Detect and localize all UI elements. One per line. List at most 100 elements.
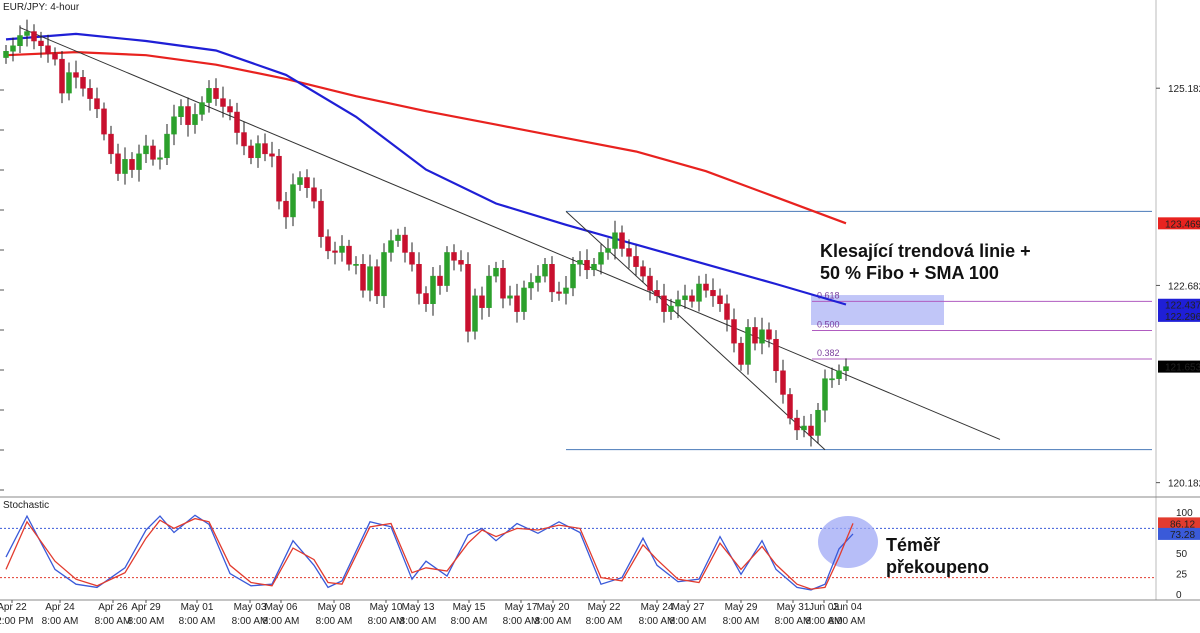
candle-bearish xyxy=(423,293,429,304)
stoch-tick-label: 25 xyxy=(1176,570,1188,581)
candle-bearish xyxy=(262,143,268,155)
candle-bearish xyxy=(773,338,779,372)
candle-bullish xyxy=(395,234,401,241)
price-badge-label: 122.296 xyxy=(1165,312,1200,323)
stoch-badge-label: 73.28 xyxy=(1170,530,1195,541)
candle-bearish xyxy=(94,98,100,110)
candle-bullish xyxy=(472,295,478,332)
candle-bearish xyxy=(556,291,562,294)
candle-bearish xyxy=(514,295,520,312)
price-tick-label: 125.182 xyxy=(1168,84,1200,95)
candle-bearish xyxy=(108,133,114,155)
candle-bullish xyxy=(563,287,569,294)
candle-bullish xyxy=(199,102,205,115)
x-time-label: 8:00 AM xyxy=(639,616,676,627)
candle-bearish xyxy=(241,132,247,147)
candle-bullish xyxy=(822,378,828,411)
stoch-tick-label: 50 xyxy=(1176,549,1188,560)
x-date-label: May 13 xyxy=(402,602,435,613)
x-time-label: 8:00 AM xyxy=(670,616,707,627)
annotation-stoch-line2: překoupeno xyxy=(886,557,989,577)
candle-bearish xyxy=(234,111,240,133)
candle-bullish xyxy=(535,275,541,283)
x-date-label: May 15 xyxy=(453,602,486,613)
candle-bullish xyxy=(178,106,184,118)
x-time-label: 8:00 AM xyxy=(316,616,353,627)
x-time-label: 8:00 AM xyxy=(806,616,843,627)
candle-bullish xyxy=(829,378,835,381)
candle-bearish xyxy=(283,200,289,218)
candle-bearish xyxy=(325,236,331,252)
candle-bullish xyxy=(486,275,492,308)
candle-bearish xyxy=(115,153,121,174)
x-time-label: 8:00 AM xyxy=(723,616,760,627)
candle-bearish xyxy=(633,256,639,267)
candle-bullish xyxy=(444,252,450,286)
candle-bearish xyxy=(374,266,380,297)
candle-bullish xyxy=(493,267,499,277)
candle-bullish xyxy=(843,366,849,372)
candle-bearish xyxy=(766,329,772,340)
candle-bullish xyxy=(759,329,765,344)
x-time-label: 8:00 AM xyxy=(128,616,165,627)
candle-bullish xyxy=(507,295,513,299)
candle-bullish xyxy=(801,425,807,431)
price-tick-label: 120.182 xyxy=(1168,479,1200,490)
candle-bullish xyxy=(612,232,618,249)
candle-bullish xyxy=(745,327,751,365)
candle-bullish xyxy=(381,252,387,297)
price-badge xyxy=(1158,298,1200,311)
candle-bearish xyxy=(584,260,590,271)
x-date-label: May 17 xyxy=(505,602,538,613)
candle-bullish xyxy=(206,88,212,103)
candle-bearish xyxy=(227,106,233,113)
annotation-stoch-line1: Téměř xyxy=(886,535,940,555)
sma200-line xyxy=(5,50,847,225)
candle-bullish xyxy=(17,35,23,47)
candle-bearish xyxy=(549,264,555,293)
candle-bearish xyxy=(150,145,156,160)
candle-bearish xyxy=(794,417,800,431)
candle-bearish xyxy=(640,266,646,277)
candle-bullish xyxy=(24,31,30,36)
stoch-badge xyxy=(1158,517,1200,530)
candle-bearish xyxy=(654,290,660,297)
candle-bearish xyxy=(647,275,653,291)
candle-bullish xyxy=(353,264,359,266)
candles-group xyxy=(3,19,849,447)
candle-bearish xyxy=(661,295,667,312)
candle-bullish xyxy=(164,133,170,159)
x-time-label: 8:00 AM xyxy=(829,616,866,627)
candle-bearish xyxy=(311,187,317,202)
x-date-label: May 06 xyxy=(265,602,298,613)
candle-bullish xyxy=(815,409,821,436)
candle-bearish xyxy=(689,295,695,302)
candle-bullish xyxy=(521,287,527,312)
candle-bearish xyxy=(479,295,485,308)
x-date-label: Apr 24 xyxy=(45,602,75,613)
x-time-label: 8:00 AM xyxy=(503,616,540,627)
stoch-badge-label: 86.12 xyxy=(1170,519,1195,530)
candle-bearish xyxy=(731,319,737,344)
candle-bullish xyxy=(668,305,674,312)
candle-bullish xyxy=(836,370,842,379)
x-date-label: May 24 xyxy=(641,602,674,613)
candle-bullish xyxy=(598,252,604,265)
candle-bearish xyxy=(458,260,464,265)
candle-bearish xyxy=(500,267,506,299)
x-date-label: Jun 03 xyxy=(809,602,839,613)
candle-bearish xyxy=(626,248,632,257)
x-date-label: Apr 29 xyxy=(131,602,161,613)
candle-bearish xyxy=(248,145,254,159)
candle-bullish xyxy=(542,264,548,277)
candle-bearish xyxy=(717,295,723,304)
candle-bearish xyxy=(304,177,310,189)
candle-bearish xyxy=(619,232,625,249)
x-date-label: May 27 xyxy=(672,602,705,613)
candle-bearish xyxy=(52,53,58,60)
candle-bearish xyxy=(31,31,37,42)
